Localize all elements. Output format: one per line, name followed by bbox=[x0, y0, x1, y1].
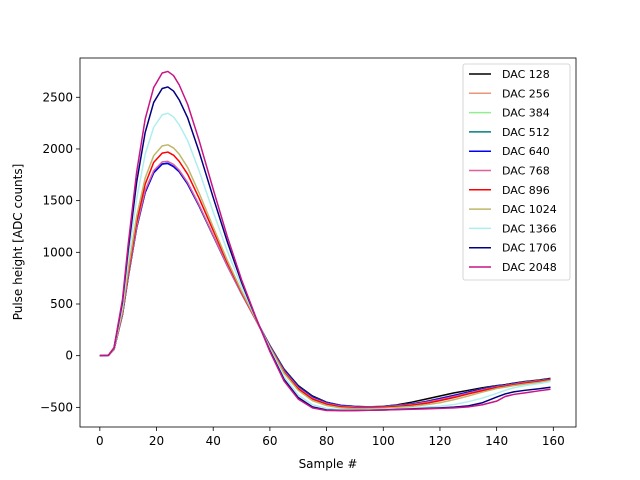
y-axis-label: Pulse height [ADC counts] bbox=[11, 164, 25, 321]
x-tick-label: 80 bbox=[319, 434, 334, 448]
y-axis: −500 0 500 1000 1500 2000 2500 bbox=[40, 90, 80, 414]
x-tick-label: 100 bbox=[372, 434, 395, 448]
x-tick-label: 20 bbox=[149, 434, 164, 448]
legend-label: DAC 2048 bbox=[502, 261, 557, 274]
y-tick-label: −500 bbox=[40, 400, 73, 414]
legend-box bbox=[462, 63, 571, 281]
legend-label: DAC 896 bbox=[502, 184, 550, 197]
legend-label: DAC 768 bbox=[502, 165, 550, 178]
series-line-dac-2048 bbox=[99, 70, 551, 412]
series-line-dac-1366 bbox=[99, 112, 551, 411]
legend-label: DAC 256 bbox=[502, 87, 550, 100]
legend-label: DAC 512 bbox=[502, 126, 550, 139]
x-tick-label: 160 bbox=[542, 434, 565, 448]
x-axis: 0 20 40 60 80 100 120 140 160 bbox=[96, 427, 565, 448]
plot-lines bbox=[99, 70, 551, 412]
series-line-dac-896 bbox=[99, 151, 551, 409]
legend-label: DAC 384 bbox=[502, 107, 550, 120]
y-tick-label: 2500 bbox=[42, 90, 73, 104]
y-tick-label: 500 bbox=[50, 297, 73, 311]
legend: DAC 128 DAC 256 DAC 384 DAC 512 DAC 640 DAC 7… bbox=[462, 63, 571, 281]
series-line-dac-1706 bbox=[99, 86, 551, 412]
legend-label: DAC 1366 bbox=[502, 222, 557, 235]
legend-label: DAC 640 bbox=[502, 145, 550, 158]
x-tick-label: 120 bbox=[429, 434, 452, 448]
x-tick-label: 60 bbox=[262, 434, 277, 448]
plot-frame bbox=[79, 57, 577, 428]
y-tick-label: 0 bbox=[65, 349, 73, 363]
y-tick-label: 2000 bbox=[42, 142, 73, 156]
x-axis-label: Sample # bbox=[299, 457, 358, 471]
legend-label: DAC 1024 bbox=[502, 203, 557, 216]
series-line-dac-1024 bbox=[99, 144, 551, 410]
legend-label: DAC 128 bbox=[502, 68, 550, 81]
legend-label: DAC 1706 bbox=[502, 242, 557, 255]
x-tick-label: 140 bbox=[485, 434, 508, 448]
x-tick-label: 0 bbox=[96, 434, 104, 448]
y-tick-label: 1500 bbox=[42, 194, 73, 208]
x-tick-label: 40 bbox=[206, 434, 221, 448]
y-tick-label: 1000 bbox=[42, 245, 73, 259]
